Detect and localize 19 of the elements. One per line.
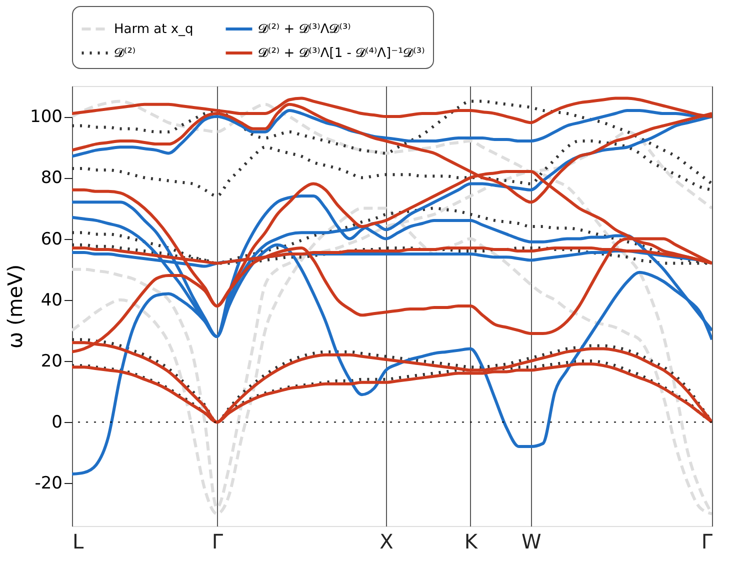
x-tick-label: Γ — [212, 530, 224, 554]
x-tick-label: L — [72, 530, 84, 554]
line-series — [72, 140, 712, 198]
x-tick-label: W — [521, 530, 542, 554]
y-tick-label: 100 — [30, 107, 62, 128]
y-tick-label: 80 — [40, 168, 62, 188]
x-tick-label: K — [464, 530, 478, 554]
y-axis-title: ω (meV) — [3, 264, 28, 349]
x-tick-label: X — [380, 530, 394, 554]
y-tick-label: -20 — [34, 474, 62, 494]
y-tick-label: 20 — [40, 352, 62, 372]
legend-label: 𝓓⁽²⁾ — [114, 46, 136, 61]
legend-label: 𝓓⁽²⁾ + 𝓓⁽³⁾Λ[1 - 𝓓⁽⁴⁾Λ]⁻¹𝓓⁽³⁾ — [258, 46, 425, 61]
y-tick-label: 60 — [40, 229, 62, 250]
legend-label: Harm at x_q — [114, 22, 194, 37]
y-tick-label: 40 — [40, 290, 62, 310]
x-tick-label: Γ — [701, 530, 714, 554]
y-tick-label: 0 — [52, 412, 62, 433]
legend-label: 𝓓⁽²⁾ + 𝓓⁽³⁾Λ𝓓⁽³⁾ — [258, 22, 351, 37]
